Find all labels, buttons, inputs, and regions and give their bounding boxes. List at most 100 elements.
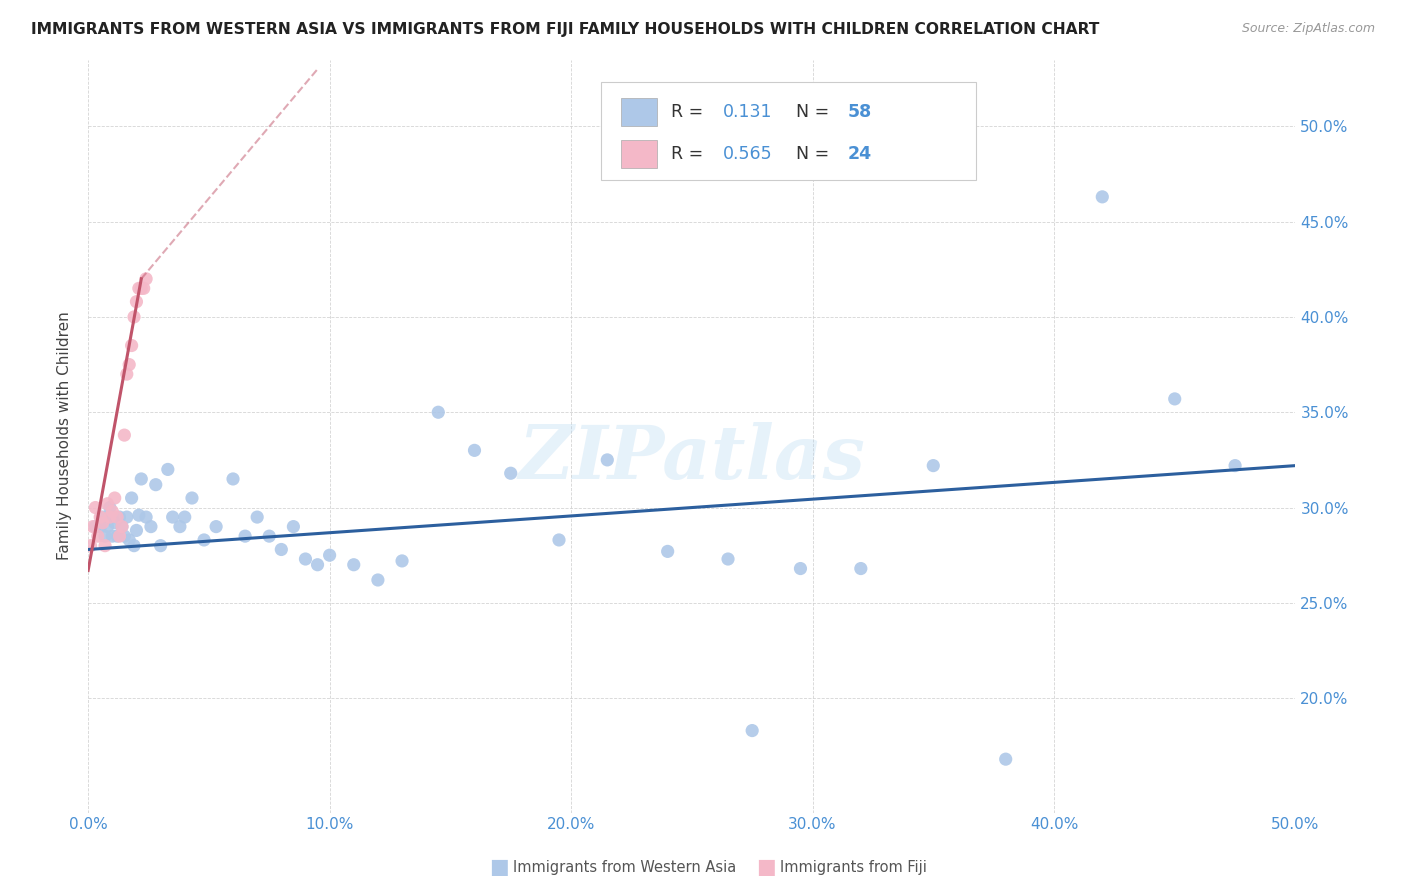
Point bbox=[89, 510, 111, 524]
Point bbox=[91, 510, 114, 524]
Point bbox=[270, 542, 292, 557]
Point bbox=[994, 752, 1017, 766]
Point bbox=[115, 510, 138, 524]
Point bbox=[115, 367, 138, 381]
Text: ■: ■ bbox=[756, 857, 776, 877]
Text: N =: N = bbox=[796, 103, 834, 121]
Point bbox=[98, 500, 121, 515]
Point bbox=[129, 281, 152, 295]
Point bbox=[135, 510, 157, 524]
Point bbox=[1223, 458, 1246, 473]
Point bbox=[156, 462, 179, 476]
Point bbox=[318, 548, 340, 562]
Text: ■: ■ bbox=[489, 857, 509, 877]
Point bbox=[173, 510, 195, 524]
Point bbox=[283, 519, 305, 533]
Point bbox=[129, 472, 152, 486]
Point bbox=[717, 552, 740, 566]
Point bbox=[84, 500, 107, 515]
Text: 24: 24 bbox=[848, 145, 872, 163]
Point bbox=[181, 491, 204, 505]
Point bbox=[122, 310, 145, 324]
Text: Immigrants from Fiji: Immigrants from Fiji bbox=[780, 860, 927, 874]
Point bbox=[125, 294, 148, 309]
Point bbox=[463, 443, 485, 458]
Point bbox=[94, 539, 117, 553]
Point bbox=[233, 529, 256, 543]
Text: 0.131: 0.131 bbox=[723, 103, 773, 121]
Point bbox=[82, 519, 104, 533]
Point bbox=[849, 561, 872, 575]
Point bbox=[343, 558, 366, 572]
Point bbox=[596, 453, 619, 467]
Text: Source: ZipAtlas.com: Source: ZipAtlas.com bbox=[1241, 22, 1375, 36]
Point bbox=[91, 516, 114, 530]
Point bbox=[135, 272, 157, 286]
Point bbox=[108, 510, 131, 524]
Point bbox=[149, 539, 172, 553]
Point bbox=[98, 510, 121, 524]
Point bbox=[125, 524, 148, 538]
Point bbox=[128, 508, 150, 523]
Point bbox=[111, 519, 134, 533]
Point bbox=[294, 552, 316, 566]
Bar bbox=[620, 140, 657, 169]
Point bbox=[118, 358, 141, 372]
Point bbox=[132, 281, 155, 295]
Bar bbox=[620, 97, 657, 127]
Point bbox=[145, 477, 167, 491]
Point bbox=[741, 723, 763, 738]
Point bbox=[94, 529, 117, 543]
Point bbox=[108, 529, 131, 543]
Point bbox=[257, 529, 280, 543]
Point bbox=[112, 529, 135, 543]
Point bbox=[101, 504, 124, 518]
Point bbox=[922, 458, 945, 473]
Point bbox=[104, 491, 127, 505]
Point bbox=[193, 533, 215, 547]
Point bbox=[139, 519, 162, 533]
Text: R =: R = bbox=[671, 103, 709, 121]
Point bbox=[111, 519, 134, 533]
FancyBboxPatch shape bbox=[602, 82, 976, 180]
Point bbox=[307, 558, 329, 572]
Point bbox=[121, 491, 143, 505]
Point bbox=[122, 539, 145, 553]
Point bbox=[79, 539, 101, 553]
Text: 0.565: 0.565 bbox=[723, 145, 773, 163]
Point bbox=[657, 544, 679, 558]
Point bbox=[789, 561, 811, 575]
Text: N =: N = bbox=[796, 145, 834, 163]
Point bbox=[118, 533, 141, 547]
Point bbox=[121, 338, 143, 352]
Text: IMMIGRANTS FROM WESTERN ASIA VS IMMIGRANTS FROM FIJI FAMILY HOUSEHOLDS WITH CHIL: IMMIGRANTS FROM WESTERN ASIA VS IMMIGRAN… bbox=[31, 22, 1099, 37]
Point bbox=[1091, 190, 1114, 204]
Point bbox=[1164, 392, 1187, 406]
Point bbox=[128, 281, 150, 295]
Text: ZIPatlas: ZIPatlas bbox=[519, 423, 865, 495]
Text: R =: R = bbox=[671, 145, 709, 163]
Point bbox=[499, 467, 522, 481]
Point bbox=[222, 472, 245, 486]
Point bbox=[162, 510, 184, 524]
Point bbox=[105, 529, 128, 543]
Point bbox=[427, 405, 450, 419]
Point bbox=[89, 519, 111, 533]
Point bbox=[112, 428, 135, 442]
Point bbox=[367, 573, 389, 587]
Point bbox=[548, 533, 571, 547]
Point bbox=[84, 519, 107, 533]
Point bbox=[96, 497, 118, 511]
Text: 58: 58 bbox=[848, 103, 872, 121]
Point bbox=[169, 519, 191, 533]
Point bbox=[101, 529, 124, 543]
Point bbox=[105, 510, 128, 524]
Point bbox=[205, 519, 228, 533]
Point bbox=[87, 529, 110, 543]
Point bbox=[246, 510, 269, 524]
Text: Immigrants from Western Asia: Immigrants from Western Asia bbox=[513, 860, 737, 874]
Point bbox=[96, 519, 118, 533]
Point bbox=[391, 554, 413, 568]
Point bbox=[104, 516, 127, 530]
Y-axis label: Family Households with Children: Family Households with Children bbox=[58, 311, 72, 560]
